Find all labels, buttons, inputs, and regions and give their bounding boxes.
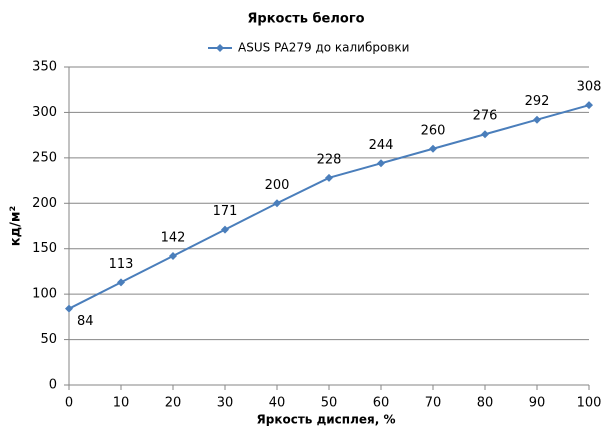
data-point: [169, 251, 177, 260]
x-tick-label: 0: [65, 396, 73, 411]
legend-marker: [216, 44, 224, 52]
data-point: [585, 101, 593, 110]
chart-title: Яркость белого: [247, 12, 364, 27]
x-tick-label: 100: [577, 396, 602, 411]
data-point: [481, 130, 489, 139]
y-tick-label: 100: [32, 287, 57, 302]
y-tick-label: 50: [40, 332, 57, 347]
data-point: [325, 173, 333, 182]
y-tick-label: 250: [32, 150, 57, 165]
y-tick-label: 0: [49, 378, 57, 393]
data-label: 292: [525, 94, 550, 109]
data-point: [429, 144, 437, 153]
x-tick-label: 30: [217, 396, 234, 411]
x-tick-label: 60: [373, 396, 390, 411]
data-label: 200: [265, 178, 290, 193]
data-label: 113: [109, 257, 134, 272]
data-label: 228: [317, 152, 342, 167]
data-label: 260: [421, 123, 446, 138]
data-point: [533, 115, 541, 124]
x-tick-label: 90: [529, 396, 546, 411]
data-point: [377, 159, 385, 168]
y-tick-label: 300: [32, 105, 57, 120]
data-point: [117, 278, 125, 287]
data-point: [65, 304, 73, 313]
x-axis-label: Яркость дисплея, %: [257, 413, 396, 427]
data-label: 84: [77, 314, 94, 329]
data-label: 142: [161, 230, 186, 245]
data-label: 308: [577, 80, 602, 95]
y-tick-label: 150: [32, 241, 57, 256]
x-tick-label: 50: [321, 396, 338, 411]
y-axis-label: кд/м²: [9, 206, 24, 246]
data-point: [273, 199, 281, 208]
y-tick-label: 350: [32, 60, 57, 75]
data-label: 244: [369, 138, 394, 153]
x-tick-label: 20: [165, 396, 182, 411]
x-tick-label: 80: [477, 396, 494, 411]
x-tick-label: 40: [269, 396, 286, 411]
legend-label: ASUS PA279 до калибровки: [238, 41, 409, 55]
data-point: [221, 225, 229, 234]
x-tick-label: 70: [425, 396, 442, 411]
data-label: 276: [473, 109, 498, 124]
data-label: 171: [213, 204, 238, 219]
x-tick-label: 10: [113, 396, 130, 411]
y-tick-label: 200: [32, 196, 57, 211]
